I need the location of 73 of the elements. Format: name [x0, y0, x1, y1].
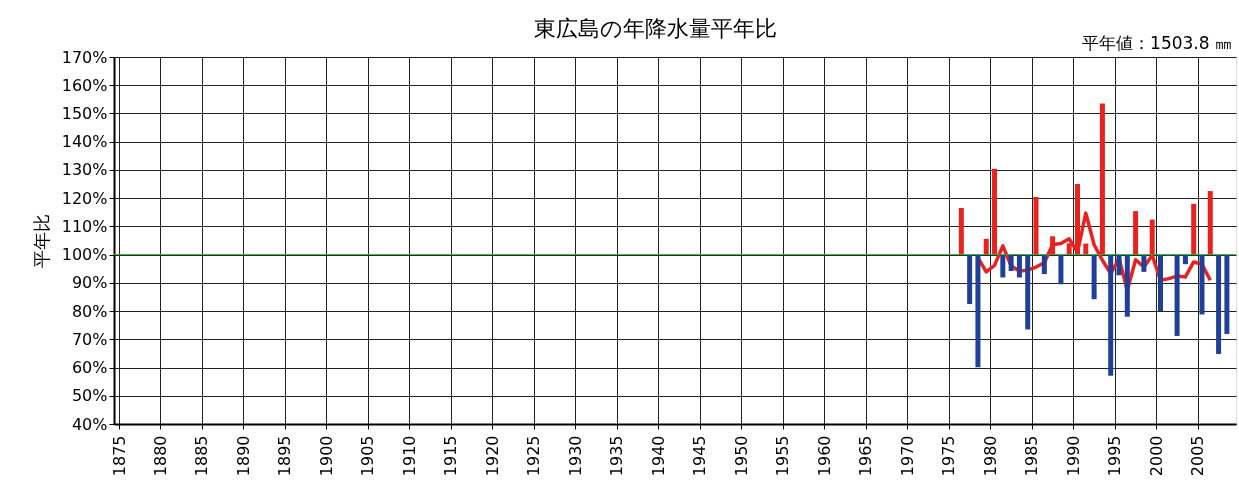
bar	[958, 208, 964, 255]
y-tick-label: 150%	[61, 103, 108, 123]
bar	[1050, 236, 1056, 255]
y-tick-label: 60%	[71, 358, 108, 378]
x-tick-label: 1935	[607, 435, 627, 477]
bar	[1066, 243, 1072, 255]
x-tick-label: 1905	[358, 435, 378, 477]
x-tick-label: 1955	[773, 435, 793, 477]
y-tick-label: 160%	[61, 75, 108, 95]
bar	[1141, 254, 1147, 272]
bar	[1149, 219, 1155, 255]
x-tick-label: 1950	[731, 435, 751, 477]
y-tick-label: 80%	[71, 301, 108, 321]
bar	[1216, 254, 1222, 354]
x-tick-label: 1985	[1022, 435, 1042, 477]
y-tick-label: 40%	[71, 414, 108, 434]
y-tick-label: 110%	[61, 216, 108, 236]
bar	[1191, 203, 1197, 255]
bar	[1207, 191, 1213, 255]
x-tick-label: 1975	[939, 435, 959, 477]
x-tick-label: 1915	[441, 435, 461, 477]
bar	[1008, 254, 1014, 271]
y-axis-title: 平年比	[30, 214, 52, 268]
bar	[1182, 254, 1188, 265]
x-tick-label: 2005	[1188, 435, 1208, 477]
bar	[983, 238, 989, 255]
bar	[1083, 243, 1089, 255]
x-tick-label: 1970	[897, 435, 917, 477]
y-tick-label: 170%	[61, 47, 108, 67]
y-tick-label: 140%	[61, 132, 108, 152]
y-tick-label: 70%	[71, 329, 108, 349]
x-tick-label: 1960	[814, 435, 834, 477]
bar	[1091, 254, 1097, 300]
x-tick-label: 1890	[233, 435, 253, 477]
bar	[1133, 211, 1139, 255]
x-tick-label: 1995	[1105, 435, 1125, 477]
x-tick-label: 2000	[1146, 435, 1166, 477]
x-tick-label: 1965	[856, 435, 876, 477]
bar	[1058, 254, 1064, 285]
x-tick-label: 1895	[275, 435, 295, 477]
bar	[1025, 254, 1031, 330]
bar	[1174, 254, 1180, 336]
bar	[1158, 254, 1163, 312]
bar	[967, 254, 973, 305]
x-tick-label: 1885	[192, 435, 212, 477]
bar	[1124, 254, 1130, 317]
x-tick-label: 1875	[109, 435, 129, 477]
bar	[1199, 254, 1205, 315]
x-tick-label: 1990	[1063, 435, 1083, 477]
bar	[975, 254, 981, 368]
chart-title: 東広島の年降水量平年比	[533, 16, 777, 41]
x-tick-label: 1920	[482, 435, 502, 477]
x-tick-label: 1925	[524, 435, 544, 477]
bar	[1116, 254, 1122, 276]
text: 平年値：1503.8 ㎜	[1082, 33, 1232, 53]
bar	[1033, 197, 1039, 255]
y-tick-label: 100%	[61, 245, 108, 265]
bar	[1041, 254, 1047, 275]
y-tick-label: 120%	[61, 188, 108, 208]
x-tick-label: 1945	[690, 435, 710, 477]
bar	[1108, 254, 1114, 376]
y-tick-label: 130%	[61, 160, 108, 180]
x-tick-label: 1980	[980, 435, 1000, 477]
x-tick-label: 1900	[316, 435, 336, 477]
x-tick-label: 1930	[565, 435, 585, 477]
x-tick-label: 1880	[150, 435, 170, 477]
x-tick-label: 1940	[648, 435, 668, 477]
y-tick-label: 90%	[71, 273, 108, 293]
bar	[1224, 254, 1230, 334]
bar	[1016, 254, 1022, 278]
bar	[1000, 254, 1006, 278]
x-tick-label: 1910	[399, 435, 419, 477]
y-tick-label: 50%	[71, 386, 108, 406]
